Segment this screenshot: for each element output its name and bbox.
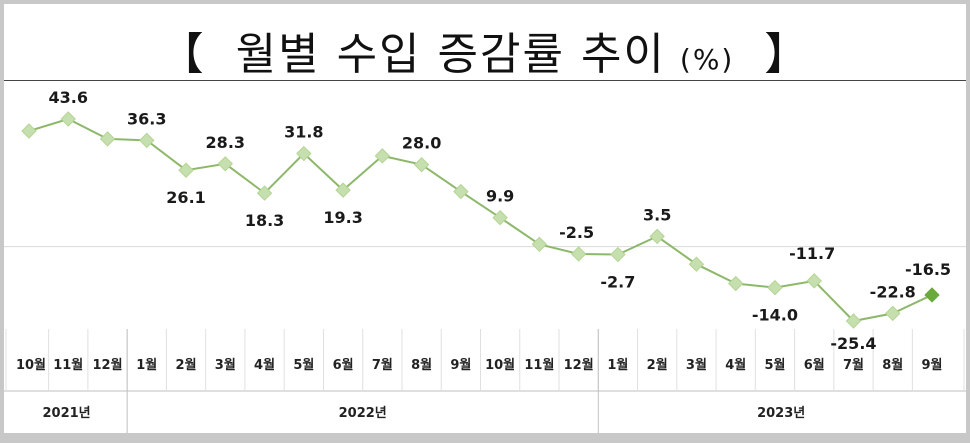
data-point	[296, 145, 312, 162]
data-point	[727, 275, 744, 292]
title-box: 【 월별 수입 증감률 추이 (%) 】	[4, 4, 966, 81]
year-label: 2021년	[42, 406, 90, 421]
data-point	[60, 111, 76, 127]
x-tick-label: 2월	[176, 357, 197, 373]
data-label: 43.6	[49, 88, 88, 107]
data-point	[178, 162, 194, 178]
data-label: -22.8	[870, 282, 916, 301]
x-tick-label: 7월	[843, 357, 864, 373]
x-tick-label: 12월	[92, 357, 122, 373]
data-point	[924, 287, 940, 303]
data-point	[806, 273, 822, 289]
x-tick-label: 10월	[485, 357, 515, 373]
data-label: 28.0	[402, 134, 441, 153]
x-tick-label: 11월	[524, 357, 554, 373]
data-point	[845, 313, 862, 329]
x-tick-label: 7월	[372, 357, 393, 373]
data-label: 28.3	[206, 133, 245, 152]
data-point	[570, 246, 587, 262]
title-bracket-close: 】	[764, 29, 811, 80]
data-point	[649, 228, 665, 245]
year-label: 2022년	[339, 406, 387, 421]
x-tick-label: 8월	[882, 357, 903, 373]
x-tick-label: 1월	[607, 357, 628, 373]
data-point	[492, 209, 508, 226]
x-tick-label: 1월	[136, 357, 157, 373]
x-tick-label: 11월	[53, 357, 83, 373]
x-tick-label: 5월	[764, 357, 785, 373]
data-label: 31.8	[284, 123, 323, 142]
x-tick-label: 2월	[647, 357, 668, 373]
x-tick-label: 3월	[215, 357, 236, 373]
data-point	[21, 123, 37, 139]
data-point	[99, 131, 116, 147]
title-bracket-open: 【	[159, 29, 206, 80]
x-tick-label: 6월	[804, 357, 825, 373]
year-label: 2023년	[757, 406, 805, 421]
data-point	[453, 183, 469, 200]
data-point	[610, 246, 626, 263]
data-label: 18.3	[245, 211, 284, 230]
chart-title: 【 월별 수입 증감률 추이 (%) 】	[4, 18, 966, 82]
data-label: 3.5	[643, 205, 671, 224]
data-label: -25.4	[830, 334, 876, 353]
data-point	[688, 256, 705, 272]
x-tick-label: 8월	[411, 357, 432, 373]
data-point	[217, 156, 234, 172]
data-label: -16.5	[905, 260, 951, 279]
data-label: -2.7	[600, 273, 635, 292]
x-tick-label: 9월	[450, 357, 471, 373]
data-point	[374, 148, 391, 164]
data-label: 9.9	[486, 187, 514, 206]
data-label: 26.1	[166, 188, 205, 207]
chart-area: 2021년 2022년 2023년 43.6 36.3 26.1 28.3 18.3 31.8 1…	[4, 81, 966, 433]
x-tick-label: 3월	[686, 357, 707, 373]
data-point	[413, 156, 430, 173]
data-point	[531, 236, 548, 253]
x-tick-label: 4월	[725, 357, 746, 373]
x-tick-label: 6월	[333, 357, 354, 373]
data-label: -2.5	[559, 223, 594, 242]
x-tick-label: 10월	[16, 357, 46, 373]
series-line	[28, 117, 933, 323]
data-point	[139, 132, 155, 149]
data-point	[885, 305, 901, 322]
data-label: 19.3	[323, 208, 362, 227]
line-chart: 2021년 2022년 2023년 43.6 36.3 26.1 28.3 18.3 31.8 1…	[4, 88, 966, 433]
data-label: -14.0	[752, 306, 798, 325]
title-main: 월별 수입 증감률 추이	[235, 29, 666, 80]
data-point	[256, 185, 273, 201]
title-unit: (%)	[679, 43, 735, 76]
x-tick-label: 9월	[921, 357, 942, 373]
data-point	[767, 279, 783, 296]
x-tick-label: 12월	[564, 357, 594, 373]
data-label: -11.7	[789, 244, 835, 263]
data-label: 36.3	[127, 109, 166, 128]
data-point	[335, 182, 351, 198]
x-tick-label: 4월	[254, 357, 275, 373]
x-tick-label: 5월	[293, 357, 314, 373]
